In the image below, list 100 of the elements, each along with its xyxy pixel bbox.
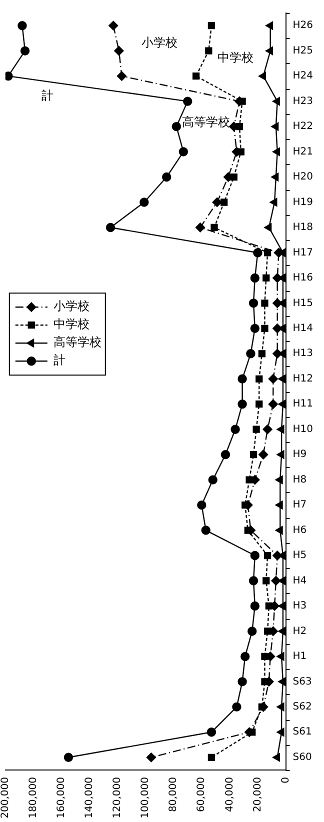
y-tick-label: H17 bbox=[292, 247, 314, 258]
x-tick-label: 100,000 bbox=[140, 777, 152, 818]
point bbox=[272, 324, 282, 334]
point bbox=[230, 424, 240, 434]
legend-label: 高等学校 bbox=[53, 335, 102, 350]
y-tick-label: S62 bbox=[292, 702, 312, 713]
point bbox=[266, 21, 274, 30]
point bbox=[208, 754, 216, 761]
point bbox=[197, 500, 206, 510]
point bbox=[264, 249, 272, 256]
y-tick-label: H16 bbox=[292, 272, 314, 284]
point bbox=[272, 753, 280, 762]
y-tick-label: S63 bbox=[292, 676, 312, 688]
point bbox=[114, 46, 124, 56]
point bbox=[276, 425, 284, 434]
x-tick-label: 120,000 bbox=[112, 777, 124, 818]
point bbox=[276, 450, 284, 459]
point bbox=[248, 626, 257, 636]
point bbox=[264, 223, 272, 232]
point bbox=[246, 349, 256, 358]
point bbox=[275, 526, 283, 535]
y-tick-label: H1 bbox=[292, 651, 307, 662]
point bbox=[178, 147, 188, 156]
y-tick-label: H20 bbox=[292, 172, 314, 183]
point bbox=[258, 72, 266, 80]
y-tick-label: H2 bbox=[292, 626, 307, 637]
x-tick-label: 60,000 bbox=[196, 777, 208, 812]
point bbox=[271, 576, 281, 586]
point bbox=[108, 20, 118, 30]
point bbox=[18, 21, 27, 30]
y-tick-label: H14 bbox=[292, 323, 314, 334]
point bbox=[220, 198, 228, 206]
y-tick-label: H13 bbox=[292, 348, 314, 360]
y-tick-label: S61 bbox=[292, 726, 312, 738]
point bbox=[262, 274, 270, 282]
x-tick-label: 160,000 bbox=[56, 777, 68, 818]
point bbox=[256, 375, 263, 382]
point bbox=[5, 71, 13, 81]
point bbox=[272, 148, 280, 156]
y-tick-label: H7 bbox=[292, 500, 307, 511]
point bbox=[206, 728, 216, 737]
point bbox=[272, 550, 282, 560]
point bbox=[250, 601, 260, 611]
point bbox=[278, 400, 286, 408]
point bbox=[258, 450, 268, 460]
point bbox=[250, 324, 260, 334]
point bbox=[240, 652, 250, 662]
y-tick-label: H12 bbox=[292, 373, 314, 384]
y-tick-label: S60 bbox=[292, 752, 312, 763]
y-tick-label: H18 bbox=[292, 222, 314, 234]
x-tick-label: 0 bbox=[280, 777, 292, 784]
x-tick-label: 80,000 bbox=[168, 777, 180, 812]
point bbox=[270, 198, 278, 206]
point bbox=[248, 298, 258, 308]
point bbox=[264, 552, 272, 560]
point bbox=[208, 22, 216, 30]
point bbox=[268, 374, 278, 384]
y-tick-label: H6 bbox=[292, 524, 307, 536]
y-tick-label: H21 bbox=[292, 146, 314, 158]
y-tick-label: H22 bbox=[292, 121, 314, 132]
point bbox=[261, 324, 268, 332]
point bbox=[20, 46, 30, 56]
point bbox=[268, 399, 278, 409]
point bbox=[208, 475, 218, 484]
point bbox=[278, 374, 286, 384]
y-tick-label: H24 bbox=[292, 70, 314, 82]
point bbox=[271, 172, 279, 182]
point bbox=[238, 677, 247, 686]
point bbox=[278, 602, 286, 610]
x-tick-label: 200,000 bbox=[0, 777, 11, 818]
point bbox=[271, 122, 279, 131]
point bbox=[238, 374, 247, 384]
point bbox=[220, 450, 230, 460]
point bbox=[250, 451, 258, 458]
point bbox=[250, 550, 260, 560]
point bbox=[272, 273, 282, 283]
point bbox=[183, 96, 192, 106]
x-tick-label: 140,000 bbox=[84, 777, 96, 818]
y-tick-label: H4 bbox=[292, 575, 307, 586]
point bbox=[195, 222, 206, 232]
point bbox=[278, 626, 286, 636]
point bbox=[276, 728, 284, 736]
y-tick-label: H19 bbox=[292, 196, 314, 208]
point bbox=[276, 702, 284, 712]
y-tick-label: H25 bbox=[292, 45, 314, 56]
point bbox=[212, 197, 222, 208]
point bbox=[252, 426, 260, 433]
y-tick-label: H10 bbox=[292, 424, 314, 435]
point bbox=[272, 348, 282, 358]
point bbox=[205, 47, 212, 54]
text: 計 bbox=[41, 88, 54, 102]
y-tick-label: H23 bbox=[292, 96, 314, 107]
point bbox=[116, 71, 127, 81]
point bbox=[278, 677, 286, 686]
point bbox=[275, 476, 283, 484]
point bbox=[256, 400, 263, 408]
point bbox=[250, 273, 260, 283]
point bbox=[262, 424, 272, 434]
point bbox=[232, 702, 242, 712]
y-tick-label: H5 bbox=[292, 550, 307, 562]
